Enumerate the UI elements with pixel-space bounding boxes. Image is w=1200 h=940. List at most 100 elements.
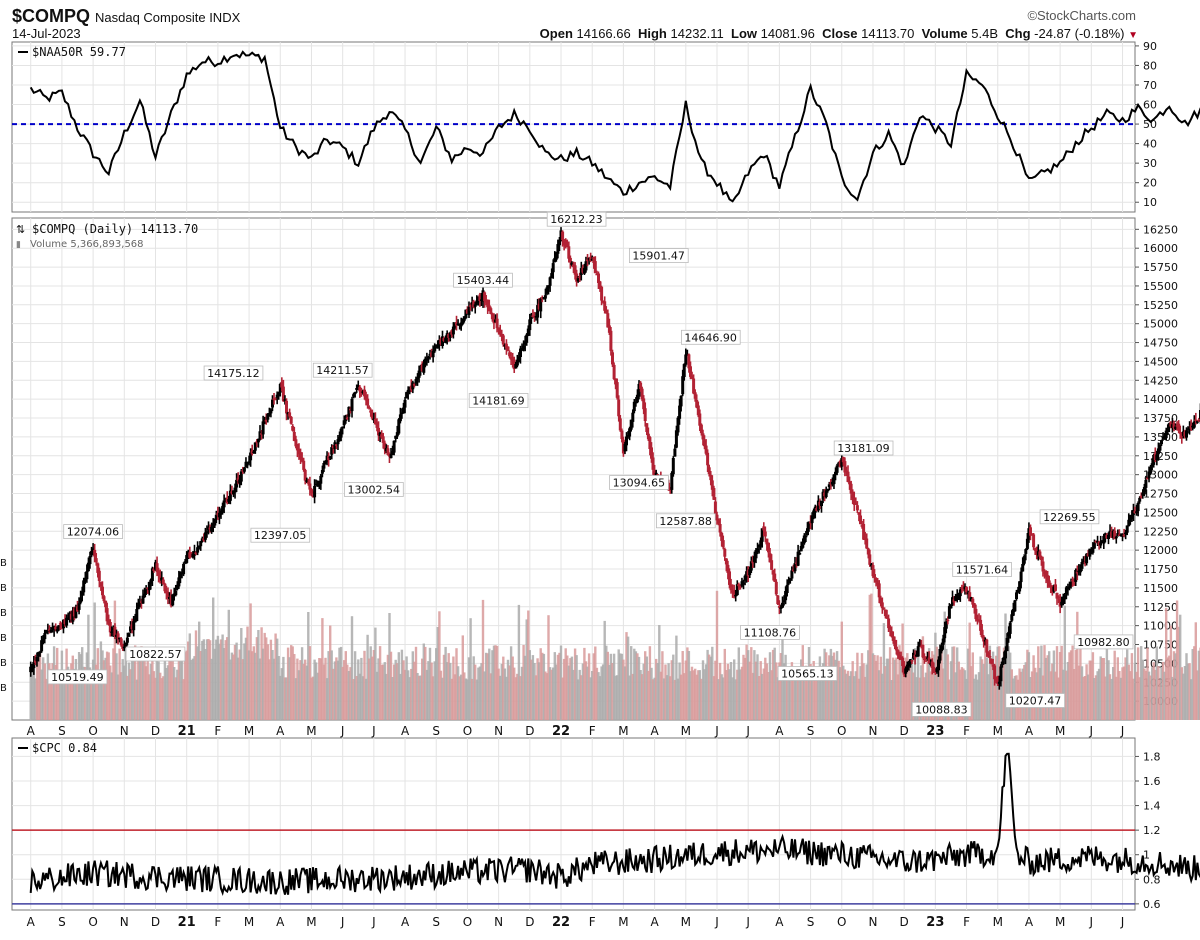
candle-body (183, 561, 187, 563)
candle-body (628, 428, 632, 437)
volume-bar (856, 652, 859, 720)
volume-bar (1132, 678, 1135, 720)
y-tick-label: 12000 (1143, 544, 1178, 557)
candle-body (47, 629, 51, 631)
volume-bar (1129, 671, 1132, 720)
volume-bar (1097, 668, 1101, 720)
candle-body (715, 514, 719, 521)
candle-body (623, 443, 627, 452)
candle-body (520, 348, 524, 351)
volume-bar (637, 656, 641, 720)
volume-bar (461, 635, 464, 720)
candle-body (835, 465, 839, 473)
volume-bar (151, 656, 154, 720)
candle-body (1113, 530, 1117, 540)
volume-bar (555, 664, 558, 720)
y-tick-label: 11000 (1143, 620, 1178, 633)
candle-body (779, 607, 783, 609)
volume-bar (193, 656, 196, 720)
volume-bar (1090, 660, 1093, 720)
candle-body (439, 338, 443, 345)
volume-bar (765, 663, 769, 720)
month-label: A (650, 724, 659, 738)
candle-body (261, 421, 265, 435)
candle-body (951, 597, 954, 605)
annotation-box (546, 211, 607, 227)
candle-body (565, 244, 569, 247)
candle-body (676, 417, 680, 433)
candle-body (1082, 560, 1085, 563)
month-label: D (525, 724, 534, 738)
volume-bar (460, 674, 463, 720)
candle-body (617, 399, 621, 417)
candle-body (990, 659, 993, 664)
volume-bar (1174, 653, 1177, 720)
volume-bar (756, 654, 759, 720)
annotation-label: 14646.90 (684, 331, 737, 344)
volume-bar (93, 602, 96, 720)
annotation-box (952, 562, 1012, 577)
volume-bar (533, 663, 536, 720)
y-tick-label: 1.2 (1143, 824, 1161, 837)
candle-body (894, 646, 898, 651)
candle-body (211, 523, 215, 526)
candle-body (481, 290, 485, 302)
volume-bar (1099, 656, 1102, 720)
candle-body (121, 645, 125, 649)
candle-body (568, 257, 572, 263)
candle-body (308, 483, 312, 490)
volume-bar (734, 679, 737, 720)
volume-bar (118, 648, 121, 720)
volume-bar (1024, 662, 1027, 720)
volume-bar (1119, 677, 1123, 720)
candle-body (345, 417, 349, 420)
volume-bar (213, 648, 216, 720)
volume-bar (834, 659, 837, 720)
volume-bar (272, 658, 276, 720)
candle-body (444, 338, 448, 343)
y-tick-label: 11250 (1143, 601, 1178, 614)
volume-bar (456, 666, 460, 720)
candle-body (818, 501, 822, 506)
candle-body (1075, 571, 1079, 574)
volume-bar (155, 658, 159, 720)
candle-body (1063, 595, 1067, 600)
volume-bar (513, 667, 516, 720)
candle-body (961, 587, 965, 590)
annotation-box (740, 625, 800, 640)
month-label: S (432, 724, 440, 738)
volume-bar (605, 645, 608, 720)
volume-bar (311, 676, 315, 720)
price-annotation: 10207.47 (1005, 693, 1065, 708)
volume-bar (1151, 667, 1154, 720)
candle-body (832, 474, 836, 485)
volume-bar (871, 653, 875, 720)
volume-bar (527, 610, 530, 720)
price-annotation: 14211.57 (312, 362, 373, 378)
candle-body (336, 439, 340, 445)
volume-bar (394, 659, 397, 720)
candle-body (274, 398, 278, 400)
annotation-box (833, 440, 894, 456)
candle-body (63, 619, 67, 625)
price-annotation: 10822.57 (125, 646, 186, 662)
volume-bar (1096, 671, 1099, 720)
candle-body (738, 584, 742, 588)
volume-bar (202, 639, 205, 720)
month-label: J (1120, 915, 1125, 929)
month-label: M (244, 915, 254, 929)
volume-bar (728, 669, 731, 720)
volume-bar (378, 646, 382, 720)
candle-body (927, 657, 931, 664)
volume-bar (945, 648, 948, 720)
candle-body (799, 546, 803, 552)
volume-bar (257, 630, 260, 720)
y-tick-label: 1 (1143, 849, 1150, 862)
annotation-label: 10822.57 (129, 648, 182, 661)
volume-bar (968, 622, 971, 720)
brand-label[interactable]: ©StockCharts.com (1027, 8, 1136, 23)
volume-bar (296, 658, 299, 720)
volume-bar (584, 661, 588, 720)
candle-body (643, 408, 647, 421)
